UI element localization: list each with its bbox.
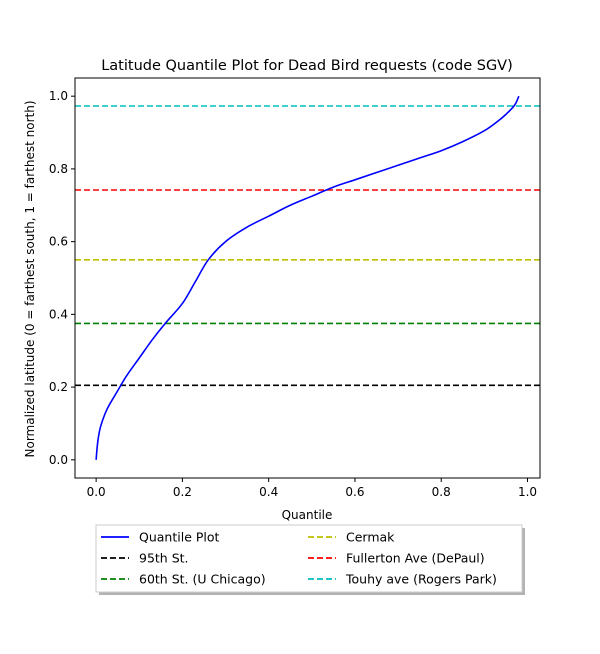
y-tick-label: 0.8 (49, 162, 68, 176)
legend-label-quantile-plot: Quantile Plot (139, 530, 220, 545)
x-tick-label: 1.0 (518, 485, 537, 499)
y-axis-ticks: 0.0 0.2 0.4 0.6 0.8 1.0 (49, 89, 75, 467)
reference-lines (75, 105, 540, 387)
y-tick-label: 0.6 (49, 235, 68, 249)
x-axis-ticks: 0.0 0.2 0.4 0.6 0.8 1.0 (87, 478, 537, 499)
quantile-plot-line (95, 95, 520, 460)
x-tick-label: 0.4 (259, 485, 278, 499)
y-tick-label: 0.4 (49, 307, 68, 321)
x-tick-label: 0.0 (87, 485, 106, 499)
plot-area: 0.0 0.2 0.4 0.6 0.8 1.0 0.0 0.2 0.4 0.6 0.8 1.0 (49, 77, 541, 499)
legend-label-60th-st-u-chicago: 60th St. (U Chicago) (139, 572, 266, 587)
plot-frame (74, 77, 541, 479)
y-tick-label: 0.2 (49, 380, 68, 394)
legend-items: Quantile Plot 95th St. 60th St. (U Chicago… (101, 530, 497, 587)
y-tick-label: 0.0 (49, 453, 68, 467)
legend-label-cermak: Cermak (346, 530, 395, 545)
x-tick-label: 0.8 (432, 485, 451, 499)
legend-label-touhy-ave-rogers-park: Touhy ave (Rogers Park) (345, 572, 497, 587)
legend-label-fullerton-ave-depaul: Fullerton Ave (DePaul) (346, 551, 485, 566)
x-axis-label: Quantile (282, 508, 333, 522)
x-tick-label: 0.6 (345, 485, 364, 499)
y-tick-label: 1.0 (49, 89, 68, 103)
legend: Quantile Plot 95th St. 60th St. (U Chicago… (95, 524, 525, 595)
chart-title: Latitude Quantile Plot for Dead Bird req… (101, 58, 513, 74)
x-tick-label: 0.2 (173, 485, 192, 499)
y-axis-label: Normalized latitude (0 = farthest south,… (23, 101, 37, 458)
legend-label-95th-st: 95th St. (139, 551, 189, 566)
